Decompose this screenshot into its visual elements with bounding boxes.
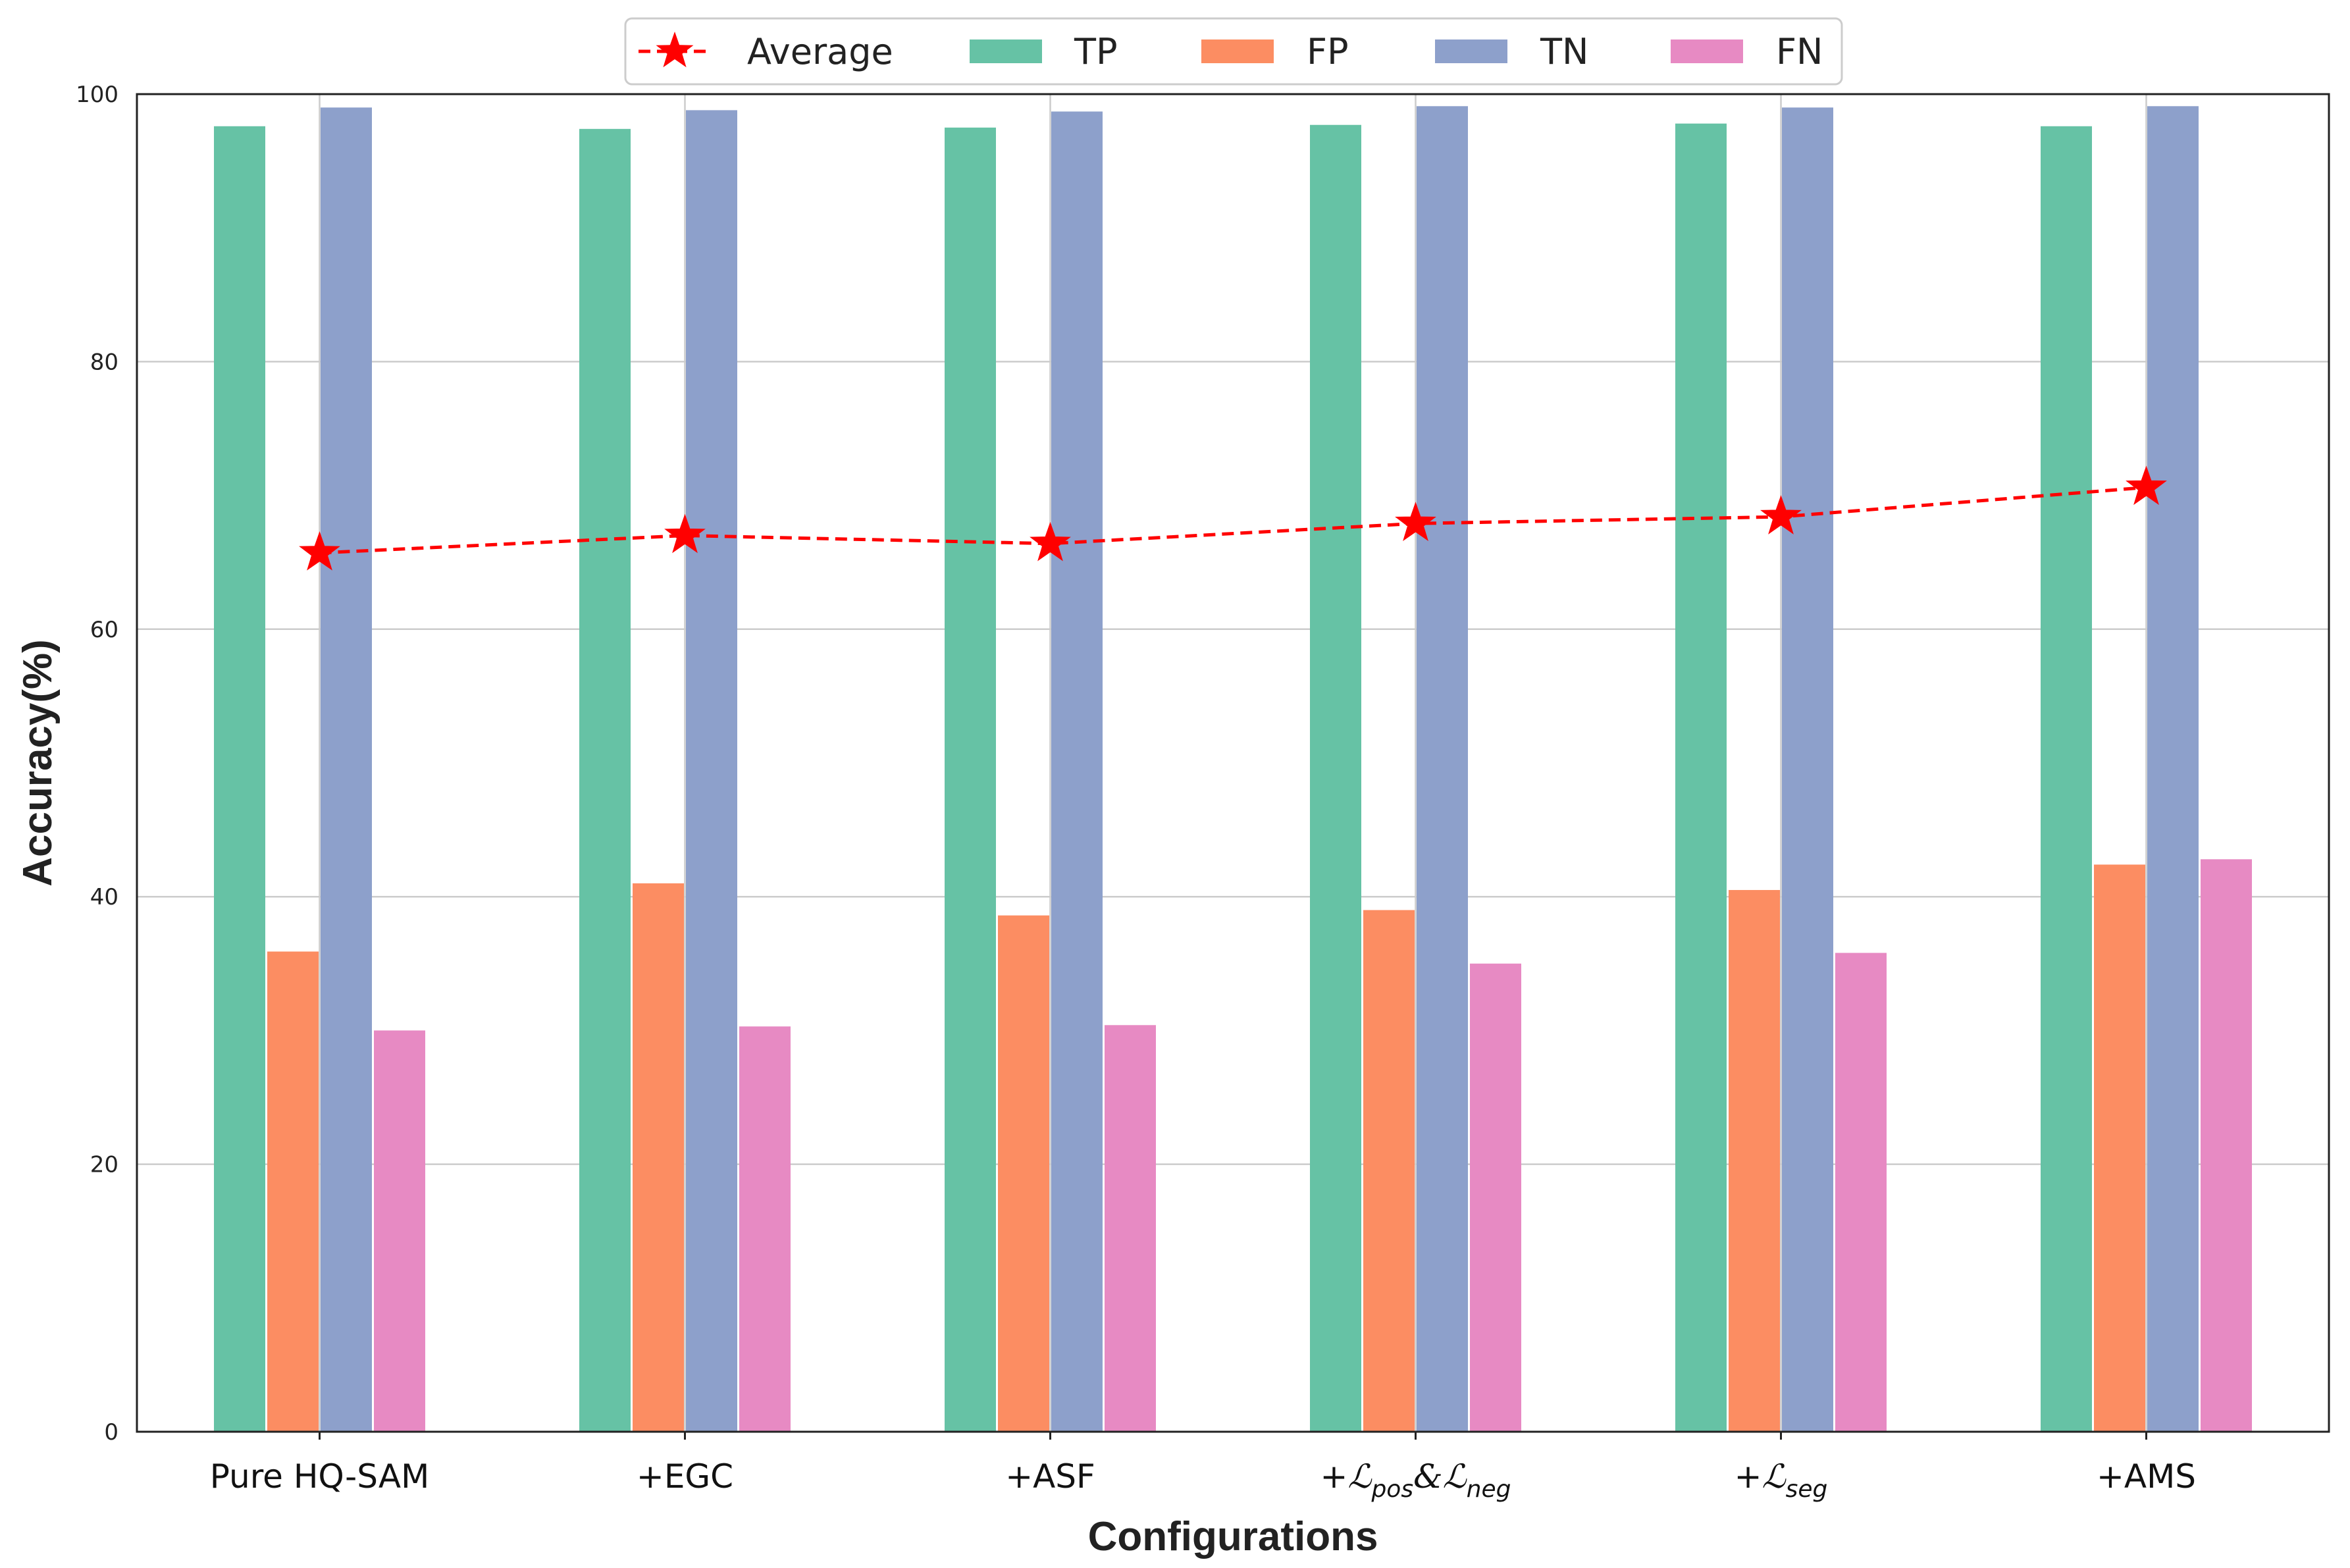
bar-tn <box>1417 106 1468 1432</box>
bar-tn <box>1051 111 1103 1432</box>
y-tick-label: 20 <box>90 1152 118 1178</box>
bar-fn <box>1105 1025 1156 1432</box>
bar-fn <box>739 1026 791 1432</box>
bar-tp <box>579 128 631 1432</box>
average-point <box>1395 502 1436 541</box>
legend-swatch-fn <box>1671 39 1743 63</box>
legend: Average TP FP TN FN <box>624 17 1843 86</box>
bar-fp <box>998 915 1049 1432</box>
legend-label-fp: FP <box>1307 31 1349 72</box>
bar-tp <box>214 126 265 1432</box>
bar-tp <box>1310 124 1361 1432</box>
average-point <box>1760 495 1802 535</box>
x-axis: Pure HQ-SAM +EGC +ASF +ℒpos​&ℒneg​ +ℒseg​ +AM… <box>210 1432 2196 1503</box>
bars <box>214 106 2252 1432</box>
legend-star-icon <box>656 32 694 68</box>
legend-swatch-fp <box>1201 39 1274 63</box>
bar-fp <box>1363 910 1415 1432</box>
legend-swatch-tp <box>970 39 1042 63</box>
legend-label-fn: FN <box>1776 31 1823 72</box>
bar-tn <box>321 107 372 1432</box>
y-axis: 0 20 40 60 80 100 <box>76 82 118 1446</box>
bar-tn <box>686 110 737 1432</box>
bar-fn <box>2201 859 2252 1432</box>
average-point <box>2126 465 2167 506</box>
x-tick-label: +AMS <box>2097 1457 2196 1496</box>
bar-fn <box>374 1030 425 1432</box>
x-axis-title: Configurations <box>1088 1514 1378 1559</box>
average-point <box>1030 521 1071 562</box>
bar-tp <box>1675 123 1727 1432</box>
legend-label-tn: TN <box>1540 31 1588 72</box>
bar-fn <box>1835 953 1887 1432</box>
average-point <box>299 531 340 571</box>
bar-tn <box>2147 106 2199 1432</box>
plot-frame <box>136 93 2330 1433</box>
average-line <box>299 465 2167 571</box>
y-tick-label: 100 <box>76 82 118 108</box>
bar-fp <box>633 883 684 1432</box>
x-tick-label: Pure HQ-SAM <box>210 1457 429 1496</box>
average-line-path <box>319 485 2147 555</box>
bar-tp <box>2041 126 2092 1432</box>
y-tick-label: 80 <box>90 349 118 375</box>
legend-swatch-tn <box>1435 39 1507 63</box>
y-tick-label: 60 <box>90 617 118 643</box>
y-axis-title: Accuracy(%) <box>15 639 61 887</box>
grid <box>137 93 2329 1433</box>
legend-label-tp: TP <box>1074 31 1118 72</box>
y-tick-label: 40 <box>90 884 118 910</box>
bar-tp <box>945 127 996 1432</box>
bar-fp <box>267 951 319 1432</box>
bar-tn <box>1782 107 1833 1432</box>
y-tick-label: 0 <box>104 1419 118 1446</box>
average-point <box>664 513 706 554</box>
bar-fp <box>2094 864 2145 1432</box>
bar-fn <box>1470 963 1521 1432</box>
bar-fp <box>1729 890 1780 1432</box>
x-tick-label: +ASF <box>1005 1457 1095 1496</box>
legend-label-average: Average <box>747 31 893 72</box>
x-tick-label: +EGC <box>637 1457 733 1496</box>
x-tick-label: +ℒseg​ <box>1735 1457 1828 1503</box>
x-tick-label: +ℒpos​&ℒneg​ <box>1320 1457 1511 1503</box>
